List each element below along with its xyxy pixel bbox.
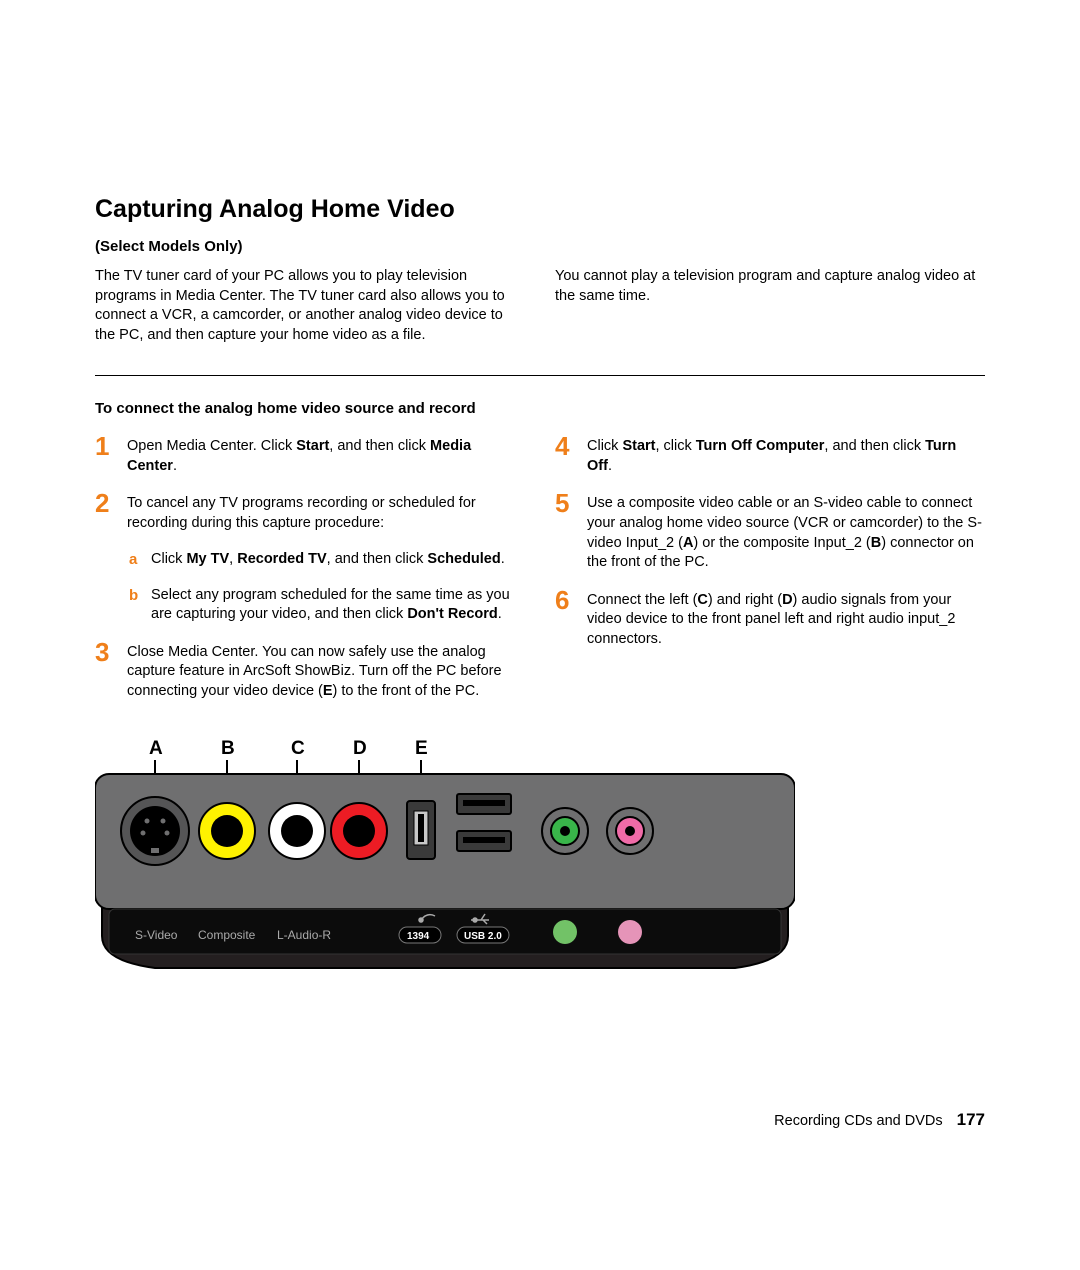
firewire-label: 1394 <box>407 931 430 942</box>
front-panel-diagram: A B C D E <box>95 736 985 991</box>
step-6: 6 Connect the left (C) and right (D) aud… <box>555 589 985 650</box>
steps-right-column: 4 Click Start, click Turn Off Computer, … <box>555 435 985 717</box>
svideo-port-icon <box>121 797 189 865</box>
substep-letter: b <box>129 586 151 625</box>
audio-left-port-icon <box>269 803 325 859</box>
steps-left-column: 1 Open Media Center. Click Start, and th… <box>95 435 525 717</box>
intro-left: The TV tuner card of your PC allows you … <box>95 267 525 345</box>
label-C: C <box>291 738 305 759</box>
step-5: 5 Use a composite video cable or an S-vi… <box>555 492 985 572</box>
audio-out-green-icon <box>542 808 588 854</box>
step-number: 1 <box>95 433 127 459</box>
step-2: 2 To cancel any TV programs recording or… <box>95 492 525 533</box>
step-1: 1 Open Media Center. Click Start, and th… <box>95 435 525 476</box>
step-number: 6 <box>555 587 587 613</box>
page-footer: Recording CDs and DVDs 177 <box>774 1110 985 1130</box>
page-subtitle: (Select Models Only) <box>95 238 985 255</box>
footer-section: Recording CDs and DVDs <box>774 1113 942 1129</box>
audio-lr-label: L-Audio-R <box>277 928 331 942</box>
section-heading: To connect the analog home video source … <box>95 400 985 417</box>
firewire-port-icon <box>407 801 435 859</box>
usb-label: USB 2.0 <box>464 931 502 942</box>
label-B: B <box>221 738 235 759</box>
step-number: 3 <box>95 639 127 665</box>
page-number: 177 <box>957 1110 985 1129</box>
substep-letter: a <box>129 550 151 570</box>
step-number: 4 <box>555 433 587 459</box>
step-number: 2 <box>95 490 127 516</box>
svideo-label: S-Video <box>135 928 178 942</box>
step-4: 4 Click Start, click Turn Off Computer, … <box>555 435 985 476</box>
substep-b: b Select any program scheduled for the s… <box>129 586 525 625</box>
label-D: D <box>353 738 367 759</box>
intro-right: You cannot play a television program and… <box>555 267 985 345</box>
composite-label: Composite <box>198 928 256 942</box>
divider <box>95 375 985 376</box>
audio-right-port-icon <box>331 803 387 859</box>
label-E: E <box>415 738 428 759</box>
mic-pink-icon <box>607 808 653 854</box>
step-3: 3 Close Media Center. You can now safely… <box>95 641 525 702</box>
substep-a: a Click My TV, Recorded TV, and then cli… <box>129 550 525 570</box>
page-title: Capturing Analog Home Video <box>95 195 985 224</box>
composite-port-icon <box>199 803 255 859</box>
step-number: 5 <box>555 490 587 516</box>
label-A: A <box>149 738 163 759</box>
